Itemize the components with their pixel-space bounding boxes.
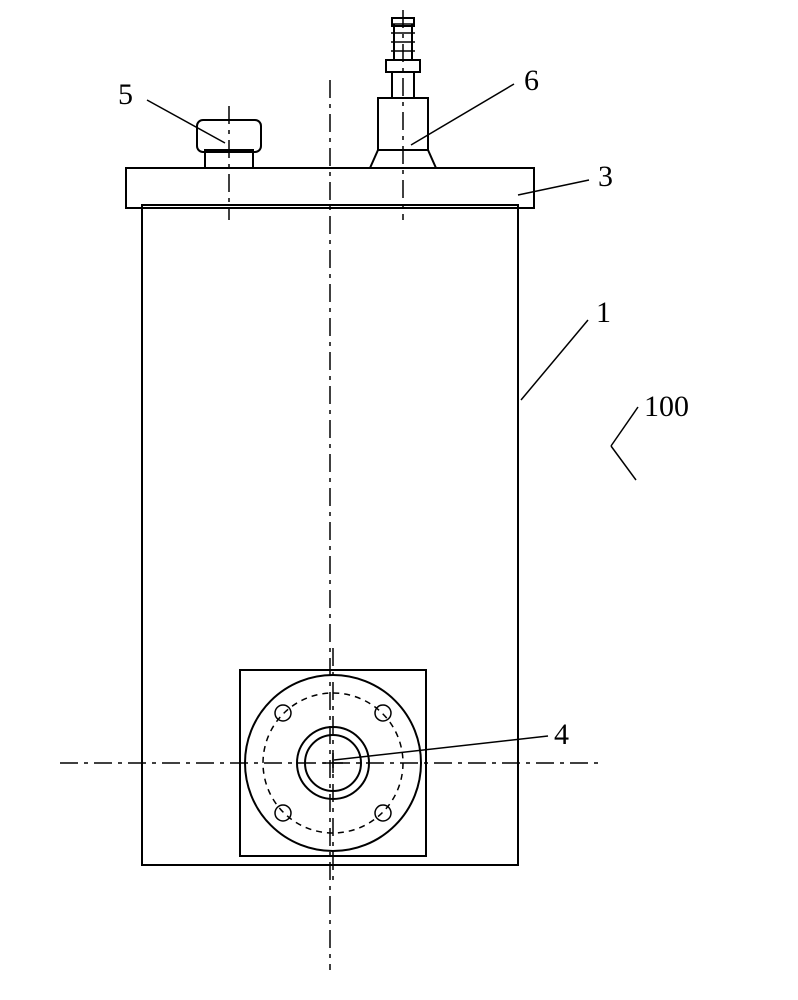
label-4: 4 [554, 718, 569, 752]
label-5: 5 [118, 78, 133, 112]
label-1: 1 [596, 296, 611, 330]
engineering-diagram [0, 0, 798, 1000]
label-6: 6 [524, 64, 539, 98]
label-100: 100 [644, 390, 689, 424]
label-3: 3 [598, 160, 613, 194]
